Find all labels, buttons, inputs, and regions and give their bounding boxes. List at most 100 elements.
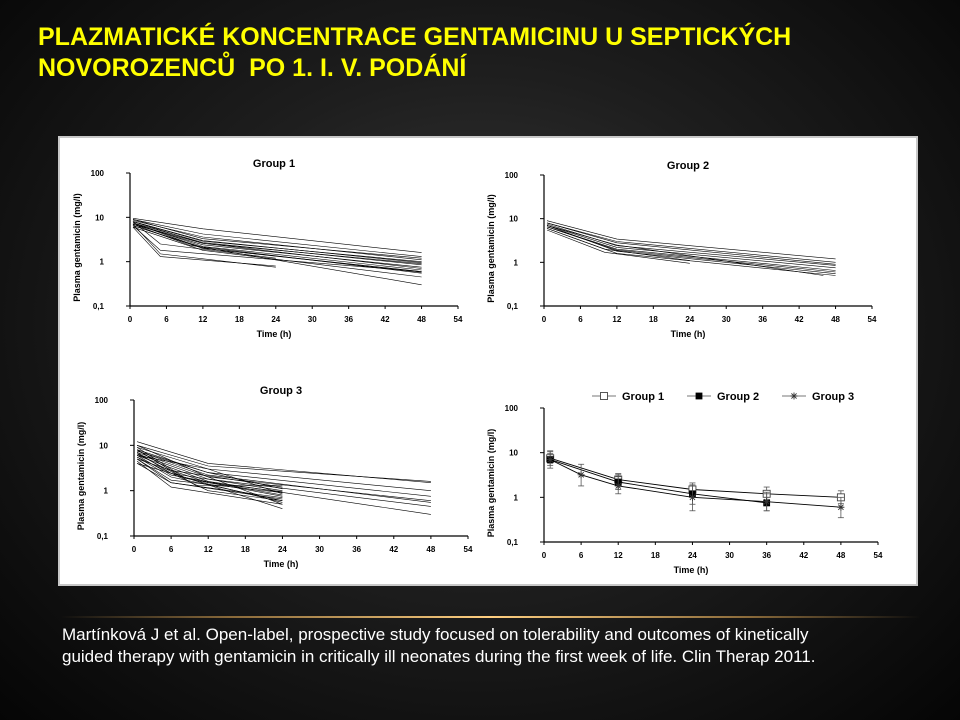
series-line xyxy=(137,449,431,497)
series-line xyxy=(132,221,422,262)
series-line xyxy=(132,225,422,272)
series-line xyxy=(136,449,283,486)
chart-title: Group 1 xyxy=(253,158,295,170)
x-tick-label: 12 xyxy=(612,315,621,324)
data-point xyxy=(577,471,585,479)
series-line xyxy=(132,222,422,272)
series-line xyxy=(546,225,824,276)
data-point xyxy=(688,493,696,501)
series-line xyxy=(546,225,836,274)
slide-title: PLAZMATICKÉ KONCENTRACE GENTAMICINU U SE… xyxy=(38,22,938,84)
series-line xyxy=(550,459,767,504)
series-line xyxy=(137,450,431,503)
y-tick-label: 1 xyxy=(100,258,105,267)
legend-marker xyxy=(790,392,798,400)
y-tick-label: 0,1 xyxy=(97,532,109,541)
citation: Martínková J et al. Open-label, prospect… xyxy=(62,624,942,668)
y-tick-label: 100 xyxy=(91,169,105,178)
x-tick-label: 24 xyxy=(688,551,697,560)
y-axis-label: Plasma gentamicin (mg/l) xyxy=(76,422,86,531)
series-line xyxy=(132,221,422,269)
y-axis-label: Plasma gentamicin (mg/l) xyxy=(486,194,496,303)
series-line xyxy=(137,463,283,503)
x-tick-label: 12 xyxy=(204,545,213,554)
x-tick-label: 36 xyxy=(762,551,771,560)
title-line-2: NOVOROZENCŮ PO 1. I. V. PODÁNÍ xyxy=(38,54,467,82)
legend-label: Group 2 xyxy=(717,391,759,403)
x-tick-label: 54 xyxy=(868,315,877,324)
x-tick-label: 54 xyxy=(874,551,883,560)
data-point xyxy=(837,503,845,511)
data-point xyxy=(763,498,771,506)
figure-panel: 0,1 1 10 100 0 6 12 18 24 30 36 42 48 54 Time (h) Plasm… xyxy=(58,136,918,586)
x-tick-label: 30 xyxy=(308,315,317,324)
series-line xyxy=(132,222,422,266)
x-tick-label: 54 xyxy=(454,315,463,324)
citation-line-2: guided therapy with gentamicin in critic… xyxy=(62,647,816,666)
series-line xyxy=(546,222,836,265)
y-tick-label: 1 xyxy=(104,487,109,496)
x-tick-label: 0 xyxy=(542,315,547,324)
y-tick-label: 10 xyxy=(95,213,104,222)
series-line xyxy=(137,441,431,483)
chart-panel-3: 0,1 1 10 100 0 6 12 18 24 30 36 42 48 54 Time (h) Plasm… xyxy=(76,385,473,569)
series-line xyxy=(546,223,836,266)
x-tick-label: 54 xyxy=(464,545,473,554)
chart-panel-1: 0,1 1 10 100 0 6 12 18 24 30 36 42 48 54 Time (h) Plasm… xyxy=(72,158,463,339)
y-axis-label: Plasma gentamicin (mg/l) xyxy=(486,429,496,538)
y-axis-label: Plasma gentamicin (mg/l) xyxy=(72,193,82,302)
series-line xyxy=(132,226,422,278)
x-tick-label: 48 xyxy=(417,315,426,324)
x-tick-label: 0 xyxy=(542,551,547,560)
data-point xyxy=(546,456,554,464)
series-line xyxy=(546,225,836,269)
x-axis-label: Time (h) xyxy=(257,329,292,339)
y-tick-label: 1 xyxy=(514,493,519,502)
x-tick-label: 48 xyxy=(426,545,435,554)
x-tick-label: 6 xyxy=(169,545,174,554)
series-line xyxy=(546,229,690,264)
x-tick-label: 36 xyxy=(758,315,767,324)
x-tick-label: 24 xyxy=(271,315,280,324)
chart-title: Group 2 xyxy=(667,160,709,172)
x-tick-label: 18 xyxy=(651,551,660,560)
y-tick-label: 100 xyxy=(505,171,519,180)
divider xyxy=(60,616,920,618)
legend-label: Group 3 xyxy=(812,391,854,403)
x-axis-label: Time (h) xyxy=(671,329,706,339)
x-tick-label: 36 xyxy=(352,545,361,554)
legend-label: Group 1 xyxy=(622,391,664,403)
series-line xyxy=(132,218,422,253)
x-tick-label: 30 xyxy=(725,551,734,560)
title-line-1: PLAZMATICKÉ KONCENTRACE GENTAMICINU U SE… xyxy=(38,23,792,51)
series-line xyxy=(136,445,283,505)
y-tick-label: 10 xyxy=(99,441,108,450)
x-tick-label: 0 xyxy=(128,315,133,324)
x-tick-label: 48 xyxy=(836,551,845,560)
series-line xyxy=(136,453,431,507)
x-axis-label: Time (h) xyxy=(674,565,709,575)
y-tick-label: 0,1 xyxy=(507,302,519,311)
y-tick-label: 100 xyxy=(95,396,109,405)
series-line xyxy=(137,450,283,490)
x-tick-label: 36 xyxy=(344,315,353,324)
series-line xyxy=(132,226,276,267)
series-line xyxy=(136,456,283,501)
y-tick-label: 0,1 xyxy=(93,302,105,311)
series-line xyxy=(136,463,283,500)
x-tick-label: 48 xyxy=(831,315,840,324)
series-line xyxy=(132,221,276,259)
x-tick-label: 12 xyxy=(198,315,207,324)
x-tick-label: 6 xyxy=(578,315,583,324)
x-tick-label: 42 xyxy=(381,315,390,324)
series-line xyxy=(136,456,283,501)
x-tick-label: 0 xyxy=(132,545,137,554)
chart-panel-2: 0,1 1 10 100 0 6 12 18 24 30 36 42 48 54 Time (h) Plasm… xyxy=(486,160,877,339)
series-line xyxy=(132,225,422,286)
legend-marker xyxy=(695,392,703,400)
series-line xyxy=(546,222,836,263)
legend-item: Group 3 xyxy=(782,391,854,403)
x-tick-label: 42 xyxy=(389,545,398,554)
chart-title: Group 3 xyxy=(260,385,302,397)
series-line xyxy=(132,219,422,259)
